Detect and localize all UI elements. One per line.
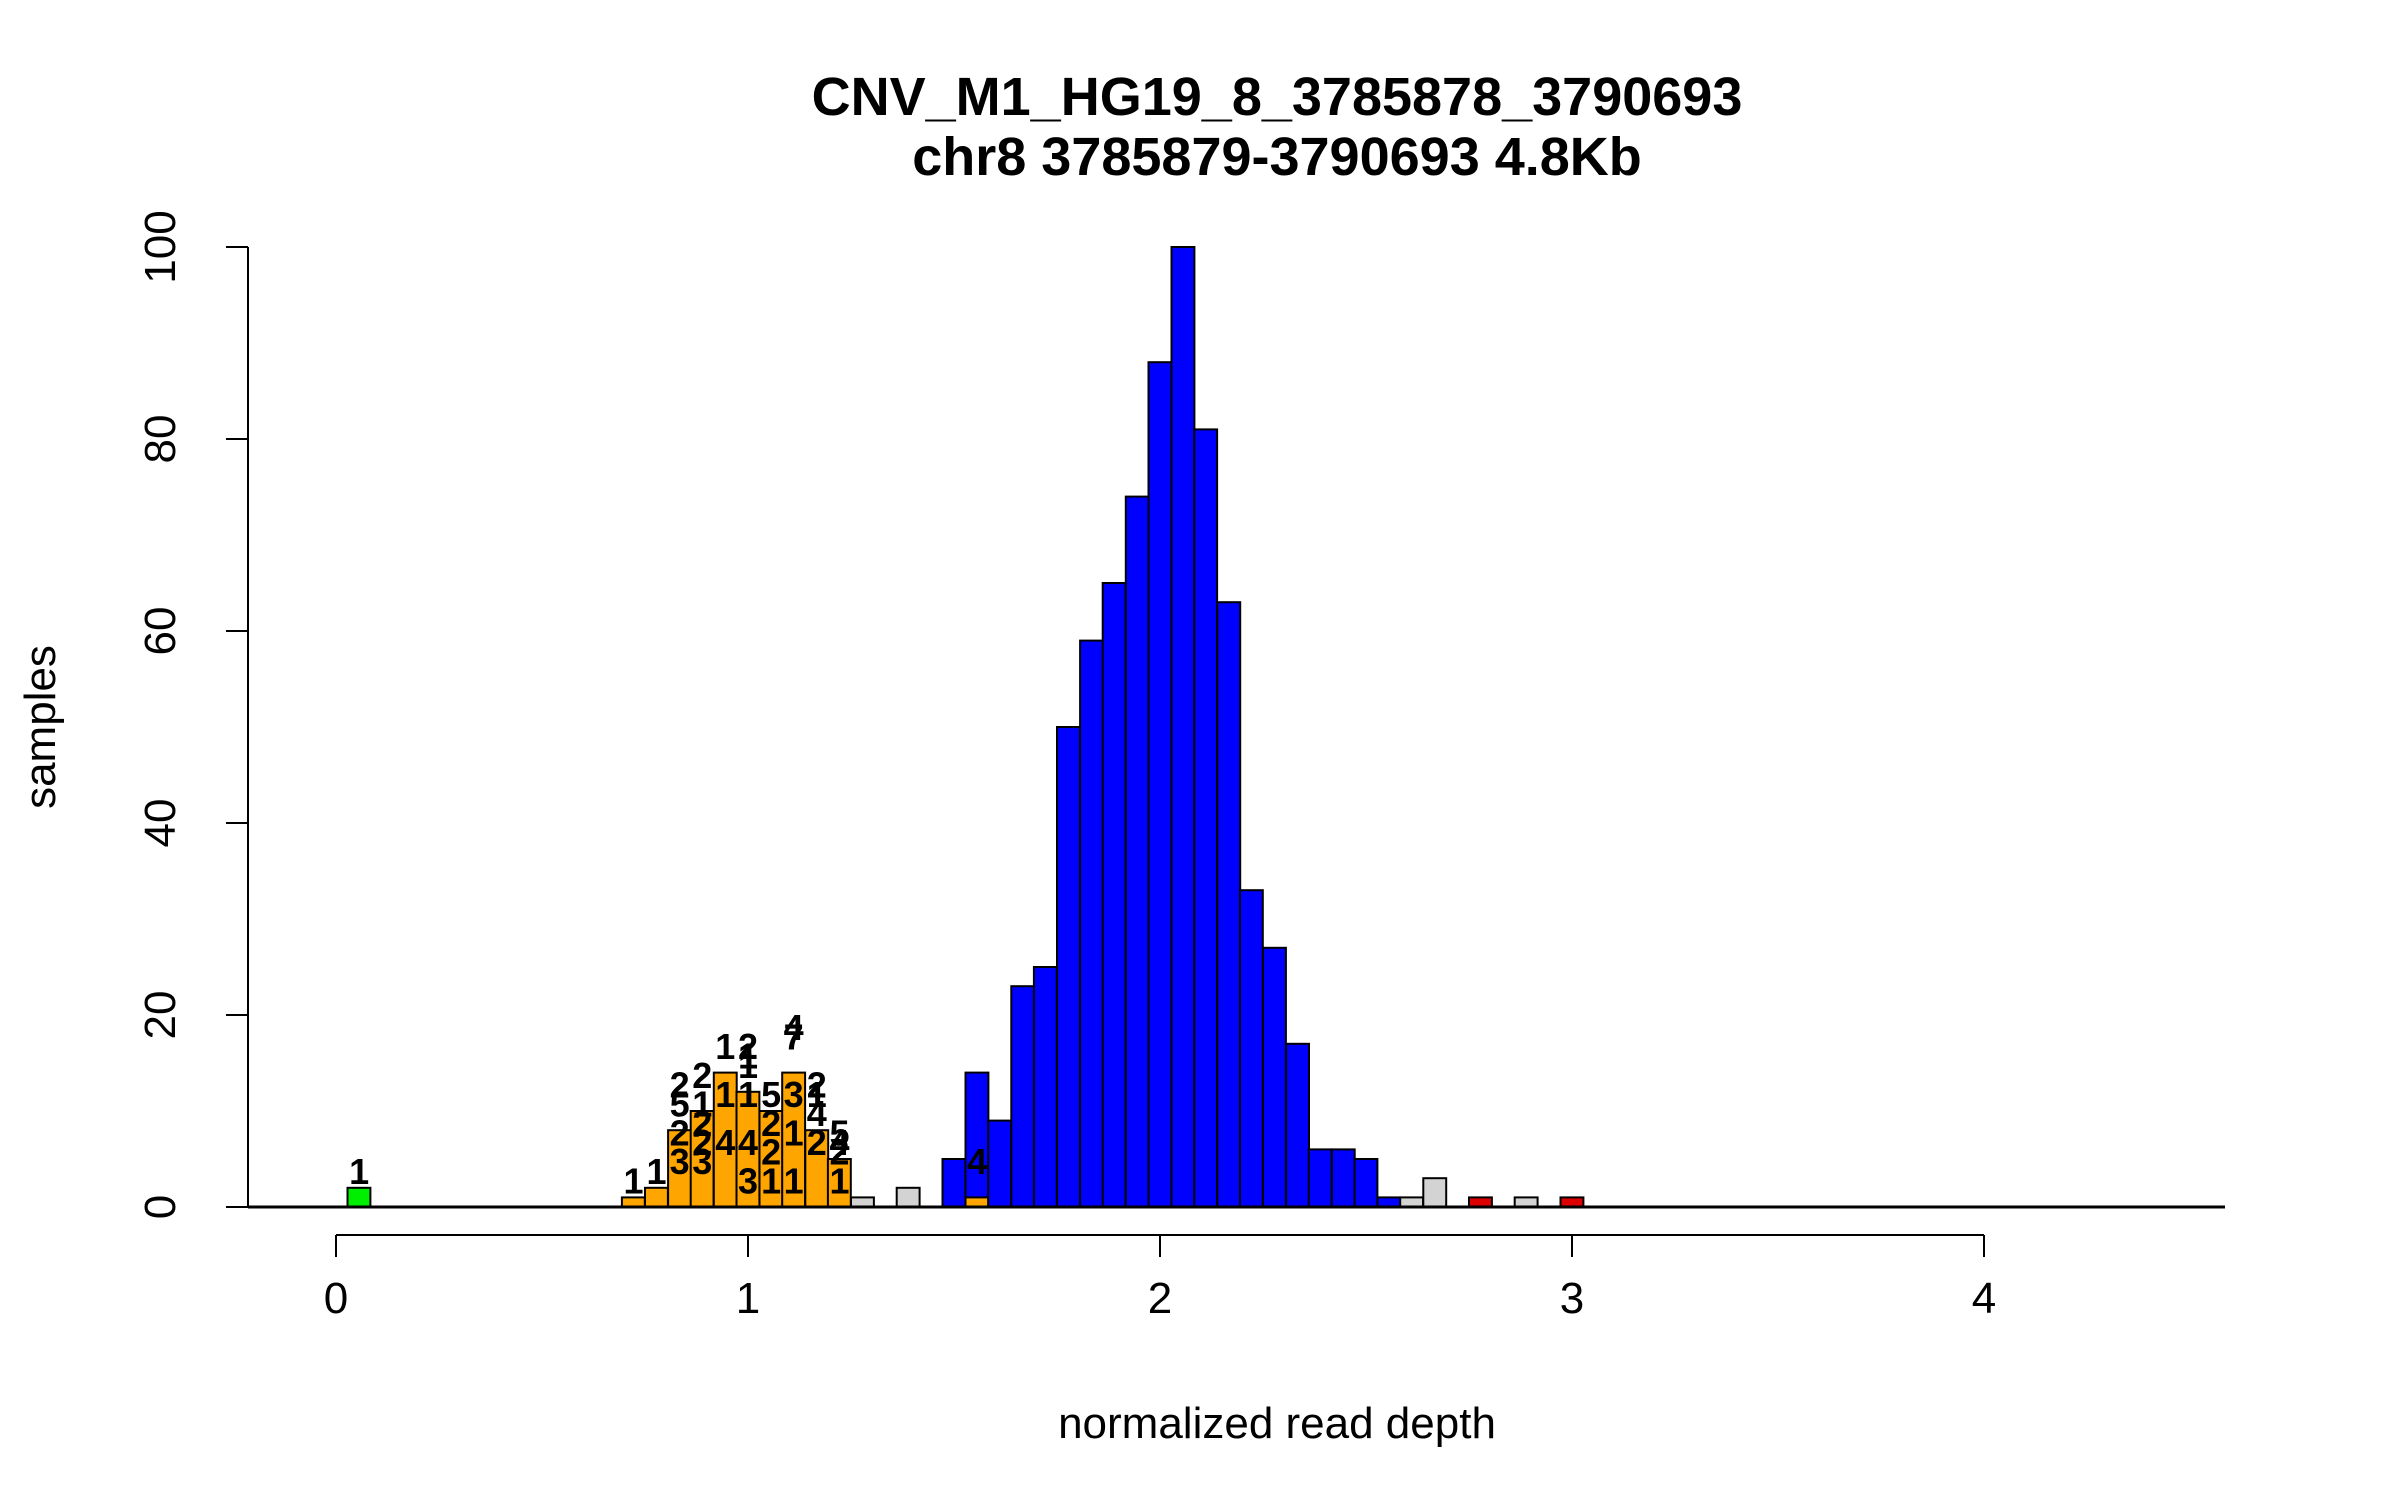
count-label-14: 1 bbox=[715, 1026, 735, 1067]
count-label-4: 2 bbox=[670, 1112, 690, 1153]
bar-blue-26 bbox=[1216, 601, 1242, 1208]
bar-blue-14 bbox=[964, 1071, 990, 1208]
x-tick-label-3: 3 bbox=[1560, 1274, 1584, 1323]
count-label-28: 7 bbox=[784, 1016, 804, 1057]
count-label-31: 4 bbox=[807, 1093, 827, 1134]
x-tick-label-0: 0 bbox=[324, 1274, 348, 1323]
count-label-10: 1 bbox=[692, 1084, 712, 1125]
count-label-5: 5 bbox=[670, 1084, 690, 1125]
count-label-9: 2 bbox=[692, 1103, 712, 1144]
y-axis-label: samples bbox=[16, 645, 65, 809]
count-label-20: 1 bbox=[738, 1045, 758, 1086]
bar-blue-25 bbox=[1193, 428, 1219, 1208]
count-label-12: 4 bbox=[715, 1122, 735, 1163]
count-label-37: 1 bbox=[829, 1160, 849, 1201]
x-tick-label-1: 1 bbox=[736, 1274, 760, 1323]
count-label-11: 2 bbox=[692, 1055, 712, 1096]
count-label-30: 2 bbox=[807, 1122, 827, 1163]
count-label-38: 4 bbox=[967, 1141, 987, 1182]
count-label-15: 3 bbox=[738, 1160, 758, 1201]
bar-blue-29 bbox=[1285, 1042, 1310, 1209]
bar-blue-21 bbox=[1101, 582, 1127, 1208]
count-label-33: 2 bbox=[807, 1064, 827, 1105]
count-label-22: 2 bbox=[761, 1132, 781, 1173]
count-label-17: 1 bbox=[738, 1074, 758, 1115]
y-tick-label-20: 20 bbox=[136, 991, 185, 1040]
count-label-2: 1 bbox=[646, 1151, 666, 1192]
bar-blue-28 bbox=[1262, 946, 1287, 1208]
x-axis: 0 1 2 3 4 bbox=[324, 1234, 1996, 1323]
bar-blue-18 bbox=[1032, 966, 1058, 1208]
count-label-7: 3 bbox=[692, 1141, 712, 1182]
bar-blue-24 bbox=[1170, 246, 1196, 1208]
chart-title: CNV_M1_HG19_8_3785878_3790693 bbox=[812, 67, 1743, 127]
count-label-29: 4 bbox=[784, 1007, 804, 1048]
count-label-0: 1 bbox=[349, 1151, 369, 1192]
bar-blue-27 bbox=[1238, 889, 1264, 1208]
count-label-6: 2 bbox=[670, 1064, 690, 1105]
bar-blue-19 bbox=[1056, 726, 1081, 1208]
bar-blue-30 bbox=[1307, 1148, 1333, 1209]
count-label-21: 1 bbox=[761, 1160, 781, 1201]
x-axis-label: normalized read depth bbox=[1058, 1399, 1496, 1448]
bar-blue-32 bbox=[1353, 1158, 1379, 1208]
bar-blue-13 bbox=[941, 1158, 967, 1208]
count-label-23: 2 bbox=[761, 1103, 781, 1144]
bar-blue-31 bbox=[1330, 1148, 1356, 1209]
count-label-27: 3 bbox=[784, 1074, 804, 1115]
bar-grey-12 bbox=[895, 1186, 921, 1209]
count-label-32: 1 bbox=[807, 1074, 827, 1115]
x-tick-label-4: 4 bbox=[1972, 1274, 1996, 1323]
count-label-3: 3 bbox=[670, 1141, 690, 1182]
count-label-16: 4 bbox=[738, 1122, 758, 1163]
bar-blue-20 bbox=[1079, 639, 1104, 1208]
y-tick-label-40: 40 bbox=[136, 799, 185, 848]
y-tick-label-100: 100 bbox=[136, 210, 185, 283]
bar-blue-16 bbox=[987, 1119, 1013, 1208]
bar-blue-22 bbox=[1124, 495, 1150, 1209]
chart-subtitle: chr8 3785879-3790693 4.8Kb bbox=[912, 127, 1642, 187]
count-label-18: 2 bbox=[738, 1026, 758, 1067]
x-tick-label-2: 2 bbox=[1148, 1274, 1172, 1323]
count-label-25: 1 bbox=[784, 1160, 804, 1201]
y-axis: 0 20 40 60 80 100 bbox=[136, 210, 249, 1219]
y-tick-label-0: 0 bbox=[136, 1195, 185, 1219]
bar-blue-17 bbox=[1010, 985, 1036, 1209]
y-tick-label-60: 60 bbox=[136, 607, 185, 656]
count-label-36: 5 bbox=[829, 1112, 849, 1153]
bars-group bbox=[346, 246, 1585, 1209]
count-label-13: 1 bbox=[715, 1074, 735, 1115]
count-label-1: 1 bbox=[623, 1160, 643, 1201]
count-label-26: 1 bbox=[784, 1112, 804, 1153]
count-label-34: 2 bbox=[829, 1132, 849, 1173]
count-label-19: 1 bbox=[738, 1036, 758, 1077]
y-tick-label-80: 80 bbox=[136, 415, 185, 464]
bar-blue-23 bbox=[1147, 361, 1173, 1208]
count-label-8: 2 bbox=[692, 1122, 712, 1163]
count-label-35: 4 bbox=[829, 1122, 849, 1163]
bar-grey-35 bbox=[1422, 1177, 1448, 1208]
count-label-24: 5 bbox=[761, 1074, 781, 1115]
